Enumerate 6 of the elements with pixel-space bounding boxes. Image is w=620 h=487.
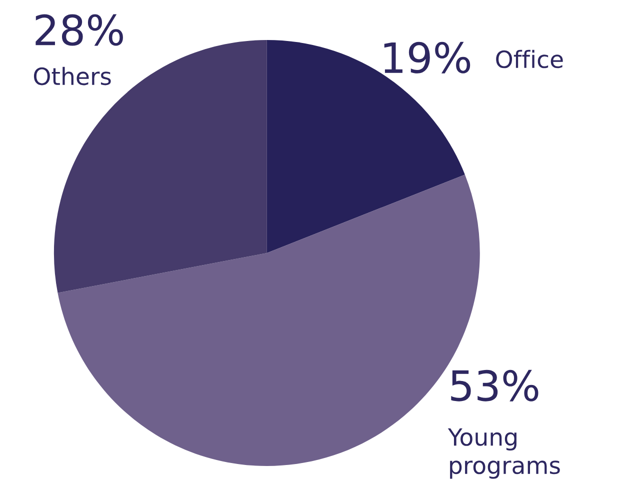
data-label: 19% <box>384 42 470 74</box>
slice-label: Others <box>34 66 111 86</box>
data-label: 28% <box>36 14 123 46</box>
data-label: 53% <box>451 370 538 402</box>
slice-label: Office <box>496 50 563 68</box>
slice-label: Young programs <box>448 428 560 479</box>
